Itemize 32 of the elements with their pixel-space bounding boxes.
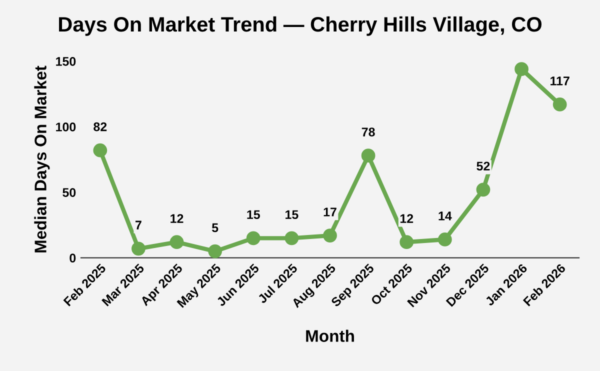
y-tick-label: 150 [56,57,76,66]
point [361,148,376,163]
data-label: 15 [286,210,298,220]
point [400,235,414,250]
chart-title: Days On Market Trend — Cherry Hills Village, CO [59,16,542,36]
y-tick-label: 50 [62,188,76,197]
data-label: 12 [170,214,184,223]
data-label: 5 [212,223,218,232]
point [323,228,337,243]
data-label: 117 [550,76,570,86]
point [284,231,299,246]
point [208,244,222,258]
point [552,98,567,112]
y-tick-label: 100 [56,122,76,132]
point [132,242,146,256]
y-axis-title: Median Days On Market [34,66,50,252]
point [514,62,528,76]
point [93,143,108,158]
point [170,235,184,250]
point [476,182,490,197]
data-label: 14 [438,212,452,220]
data-label: 52 [476,162,490,171]
data-label: 17 [324,208,336,216]
data-label: 7 [136,220,142,230]
data-label: 82 [94,122,107,132]
data-label: 12 [400,214,414,223]
y-tick-label: 0 [70,254,76,262]
data-label: 78 [362,128,375,136]
x-axis-title: Month [306,330,354,342]
point [246,231,260,246]
data-label: 15 [247,210,260,220]
point [438,232,452,246]
